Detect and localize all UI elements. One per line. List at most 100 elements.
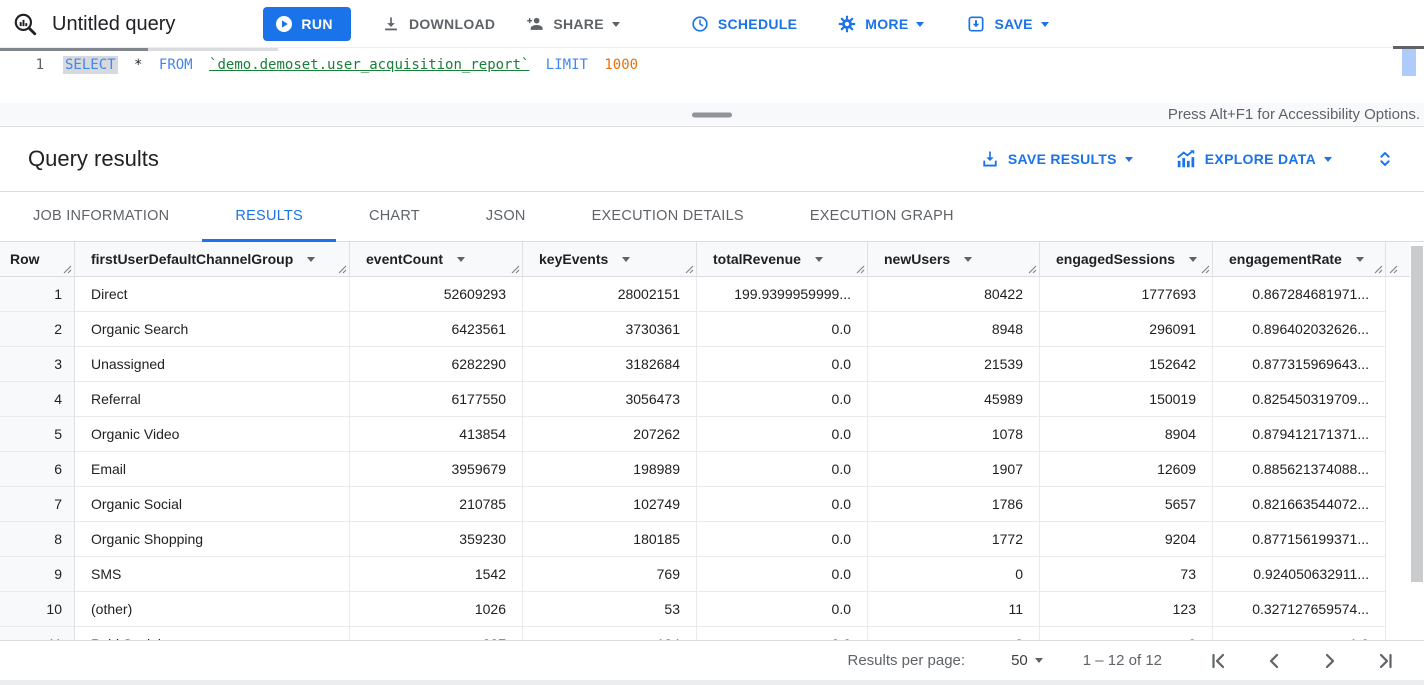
column-resize-handle[interactable] <box>63 265 72 274</box>
column-resize-handle[interactable] <box>511 265 520 274</box>
column-header-keyEvents[interactable]: keyEvents <box>523 242 697 277</box>
collapse-results-button[interactable] <box>1374 148 1396 170</box>
run-button[interactable]: RUN <box>263 7 351 41</box>
cell-keyEvents: 769 <box>523 557 697 592</box>
save-button[interactable]: SAVE <box>966 14 1049 34</box>
column-header-label: engagementRate <box>1229 251 1342 267</box>
results-tabs: JOB INFORMATION RESULTS CHART JSON EXECUTION… <box>0 192 1424 242</box>
cell-engagementRate: 0.879412171371... <box>1213 417 1386 452</box>
share-button[interactable]: SHARE <box>525 14 620 34</box>
column-header-engagedSessions[interactable]: engagedSessions <box>1040 242 1213 277</box>
cell-firstUserDefaultChannelGroup: Organic Social <box>75 487 350 522</box>
tab-chart[interactable]: CHART <box>368 208 420 224</box>
cell-eventCount: 6177550 <box>350 382 523 417</box>
more-button-label: MORE <box>865 16 909 32</box>
table-row: 9 SMS 1542 769 0.0 0 73 0.924050632911... <box>0 557 1424 592</box>
bigquery-query-icon <box>12 11 38 37</box>
column-resize-handle[interactable] <box>1201 265 1210 274</box>
table-row: 2 Organic Search 6423561 3730361 0.0 8948 2960… <box>0 312 1424 347</box>
first-page-button[interactable] <box>1206 649 1230 673</box>
splitter-drag-handle[interactable] <box>692 112 732 117</box>
unfold-icon <box>1374 148 1396 170</box>
editor-scrollbar-thumb[interactable] <box>1402 49 1416 76</box>
column-resize-handle[interactable] <box>1028 265 1037 274</box>
column-resize-handle[interactable] <box>1389 265 1398 274</box>
previous-page-button[interactable] <box>1262 649 1286 673</box>
last-page-button[interactable] <box>1374 649 1398 673</box>
tab-json[interactable]: JSON <box>485 208 526 224</box>
cell-engagementRate: 0.924050632911... <box>1213 557 1386 592</box>
more-button[interactable]: MORE <box>837 14 925 34</box>
column-header-engagementRate[interactable]: engagementRate <box>1213 242 1386 277</box>
column-menu-caret-icon[interactable] <box>1189 256 1198 262</box>
column-header-newUsers[interactable]: newUsers <box>868 242 1040 277</box>
cell-engagementRate: 0.821663544072... <box>1213 487 1386 522</box>
cell-firstUserDefaultChannelGroup: Organic Shopping <box>75 522 350 557</box>
sql-table-reference-link[interactable]: `demo.demoset.user_acquisition_report` <box>209 57 530 73</box>
cell-totalRevenue: 0.0 <box>697 382 868 417</box>
query-results-header: Query results SAVE RESULTS <box>0 127 1424 192</box>
column-header-row[interactable]: Row <box>0 242 75 277</box>
table-row: 7 Organic Social 210785 102749 0.0 1786 5657 0.… <box>0 487 1424 522</box>
row-number-cell: 10 <box>0 592 75 627</box>
schedule-button[interactable]: SCHEDULE <box>690 14 797 34</box>
next-page-button[interactable] <box>1318 649 1342 673</box>
cell-firstUserDefaultChannelGroup: Direct <box>75 277 350 312</box>
row-number-cell: 2 <box>0 312 75 347</box>
page-size-select[interactable]: 50 <box>1011 652 1043 669</box>
column-resize-handle[interactable] <box>338 265 347 274</box>
scrollbar-thumb[interactable] <box>1411 246 1423 582</box>
download-icon <box>381 14 401 34</box>
editor-results-splitter: Press Alt+F1 for Accessibility Options. <box>0 103 1424 127</box>
column-menu-caret-icon[interactable] <box>622 256 631 262</box>
table-row: 1 Direct 52609293 28002151 199.9399959999...… <box>0 277 1424 312</box>
download-button[interactable]: DOWNLOAD <box>381 14 495 34</box>
window-bottom-strip <box>0 680 1424 685</box>
cell-totalRevenue: 0.0 <box>697 557 868 592</box>
column-menu-caret-icon[interactable] <box>1355 256 1364 262</box>
tab-job-information[interactable]: JOB INFORMATION <box>33 208 170 224</box>
query-toolbar: Untitled query RUN DOWNLOAD SHARE <box>0 0 1424 48</box>
tab-results[interactable]: RESULTS <box>202 192 336 242</box>
column-header-label: eventCount <box>366 251 443 267</box>
column-header-label: keyEvents <box>539 251 609 267</box>
table-vertical-scrollbar[interactable] <box>1410 242 1424 640</box>
column-resize-handle[interactable] <box>685 265 694 274</box>
cell-engagementRate: 0.867284681971... <box>1213 277 1386 312</box>
column-resize-handle[interactable] <box>856 265 865 274</box>
column-header-eventCount[interactable]: eventCount <box>350 242 523 277</box>
cell-engagedSessions: 8904 <box>1040 417 1213 452</box>
cell-totalRevenue: 0.0 <box>697 452 868 487</box>
tab-execution-details[interactable]: EXECUTION DETAILS <box>591 208 744 224</box>
sql-keyword-from: FROM <box>158 57 193 73</box>
cell-engagedSessions: 152642 <box>1040 347 1213 382</box>
column-menu-caret-icon[interactable] <box>964 256 973 262</box>
save-results-button[interactable]: SAVE RESULTS <box>980 149 1133 169</box>
explore-data-button[interactable]: EXPLORE DATA <box>1175 148 1332 170</box>
column-resize-handle[interactable] <box>1374 265 1383 274</box>
sql-editor[interactable]: 1 SELECT * FROM `demo.demoset.user_acqui… <box>0 48 1424 103</box>
column-header-firstUserDefaultChannelGroup[interactable]: firstUserDefaultChannelGroup <box>75 242 350 277</box>
cell-newUsers: 80422 <box>868 277 1040 312</box>
tab-execution-graph[interactable]: EXECUTION GRAPH <box>809 208 954 224</box>
cell-eventCount: 413854 <box>350 417 523 452</box>
cell-newUsers: 1907 <box>868 452 1040 487</box>
download-button-label: DOWNLOAD <box>408 16 496 32</box>
column-header-label: newUsers <box>884 251 951 267</box>
column-menu-caret-icon[interactable] <box>814 256 823 262</box>
save-results-label: SAVE RESULTS <box>1007 151 1117 167</box>
column-menu-caret-icon[interactable] <box>307 256 316 262</box>
column-menu-caret-icon[interactable] <box>457 256 465 262</box>
cell-newUsers: 0 <box>868 627 1040 640</box>
pagination-bar: Results per page: 50 1 – 12 of 12 <box>0 640 1424 680</box>
sql-code-line[interactable]: SELECT * FROM `demo.demoset.user_acquisi… <box>63 56 638 75</box>
cell-eventCount: 6423561 <box>350 312 523 347</box>
editor-tab-indicator-dark <box>0 48 148 51</box>
cell-eventCount: 210785 <box>350 487 523 522</box>
row-number-cell: 8 <box>0 522 75 557</box>
column-header-label: totalRevenue <box>713 251 801 267</box>
schedule-button-label: SCHEDULE <box>717 16 798 32</box>
column-header-totalRevenue[interactable]: totalRevenue <box>697 242 868 277</box>
row-number-cell: 5 <box>0 417 75 452</box>
cell-eventCount: 3959679 <box>350 452 523 487</box>
